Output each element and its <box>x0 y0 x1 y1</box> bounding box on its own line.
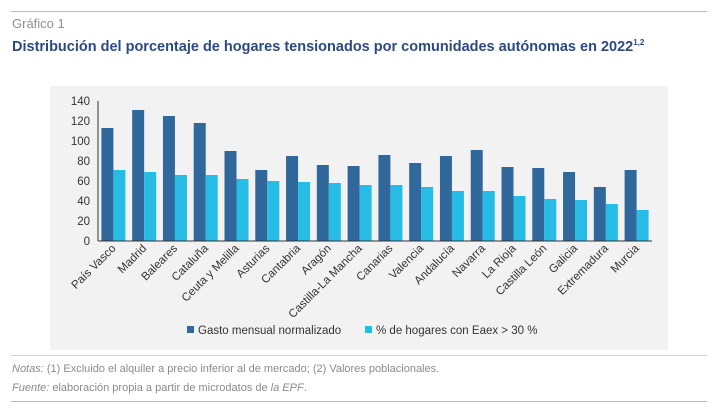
y-tick-label: 60 <box>77 176 90 188</box>
bar-1-10 <box>409 163 422 241</box>
x-tick-label: País Vasco <box>69 243 118 292</box>
figure-label: Gráfico 1 <box>12 16 65 31</box>
notes-label: Notas: <box>12 363 44 375</box>
legend-swatch-1 <box>187 326 194 333</box>
separator-rule <box>11 355 707 356</box>
figure-title-text: Distribución del porcentaje de hogares t… <box>12 38 634 55</box>
bar-2-17 <box>636 210 649 241</box>
bar-2-7 <box>328 183 341 241</box>
source-ref: la EPF <box>270 382 304 394</box>
notes: Notas: (1) Excluido el alquiler a precio… <box>12 363 439 375</box>
top-rule <box>11 11 707 12</box>
bar-1-3 <box>193 123 206 241</box>
x-tick-label: Murcia <box>609 242 642 275</box>
bar-2-8 <box>359 185 372 241</box>
bar-1-7 <box>316 165 329 241</box>
bar-2-16 <box>605 204 618 241</box>
chart-area: 0 20 40 60 80 100 120 140 País Vasco Madrid Balear… <box>50 86 668 350</box>
y-tick-label: 140 <box>71 96 90 108</box>
bar-1-0 <box>101 128 114 241</box>
bar-1-1 <box>132 110 145 241</box>
bar-2-11 <box>451 191 464 241</box>
bar-1-6 <box>286 156 299 241</box>
bar-2-6 <box>298 182 311 241</box>
bar-1-9 <box>378 155 391 241</box>
figure-title: Distribución del porcentaje de hogares t… <box>12 38 644 55</box>
bar-1-14 <box>532 168 545 241</box>
y-tick-label: 40 <box>77 196 90 208</box>
source-end: . <box>303 382 307 394</box>
bar-1-17 <box>624 170 637 241</box>
bar-1-15 <box>563 172 576 241</box>
bar-2-1 <box>144 172 157 241</box>
bar-2-9 <box>390 185 403 241</box>
bar-2-3 <box>205 175 218 241</box>
y-tick-label: 100 <box>71 136 90 148</box>
bar-2-12 <box>482 191 495 241</box>
bar-2-2 <box>174 175 187 241</box>
bar-1-13 <box>501 167 514 241</box>
y-tick-label: 20 <box>77 216 90 228</box>
source-text: elaboración propia a partir de microdato… <box>49 382 271 394</box>
source-label: Fuente: <box>12 382 50 394</box>
legend-label-1: Gasto mensual normalizado <box>198 325 341 337</box>
x-tick-label: Ceuta y Melilla <box>180 242 242 304</box>
bar-1-5 <box>255 170 268 241</box>
bar-1-2 <box>162 116 175 241</box>
bar-2-13 <box>513 196 526 241</box>
bar-2-4 <box>236 179 249 241</box>
bar-2-0 <box>113 170 126 241</box>
legend-label-2: % de hogares con Eaex > 30 % <box>376 325 537 337</box>
bar-2-5 <box>267 181 280 241</box>
bar-2-15 <box>575 200 588 241</box>
bar-1-4 <box>224 151 237 241</box>
bar-2-14 <box>544 199 557 241</box>
bar-2-10 <box>421 187 434 241</box>
legend-swatch-2 <box>365 326 372 333</box>
notes-text: (1) Excluido el alquiler a precio inferi… <box>43 363 440 375</box>
bar-1-8 <box>347 166 360 241</box>
bar-1-11 <box>439 156 452 241</box>
bar-1-16 <box>593 187 606 241</box>
y-tick-label: 0 <box>84 236 90 248</box>
figure-title-superscript: 1,2 <box>633 38 645 47</box>
bottom-rule <box>11 401 707 402</box>
source: Fuente: elaboración propia a partir de m… <box>12 382 307 394</box>
y-tick-label: 120 <box>71 116 90 128</box>
bar-1-12 <box>470 150 483 241</box>
y-tick-label: 80 <box>77 156 90 168</box>
